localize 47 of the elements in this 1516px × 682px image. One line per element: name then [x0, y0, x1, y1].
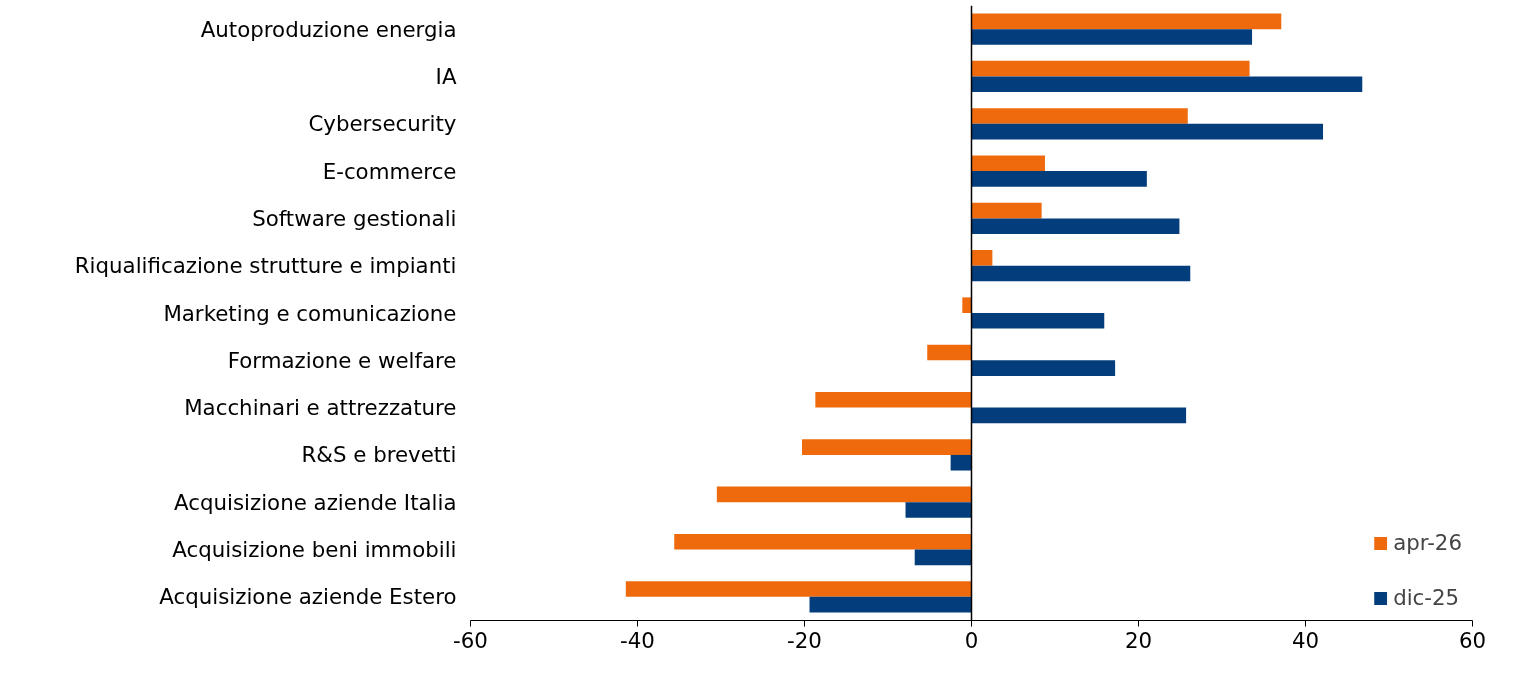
y-tick-label: Marketing e comunicazione	[163, 300, 457, 326]
y-tick-label: Formazione e welfare	[227, 347, 457, 373]
bar	[950, 454, 972, 471]
y-tick-label: Acquisizione aziende Estero	[159, 584, 457, 610]
y-tick-label: Macchinari e attrezzature	[184, 395, 457, 421]
bar	[674, 533, 972, 550]
bar	[971, 76, 1363, 93]
bar	[971, 250, 993, 266]
legend-label: apr-26	[1393, 530, 1462, 555]
y-tick-label: E-commerce	[322, 158, 457, 184]
y-tick-label: Software gestionali	[252, 205, 457, 231]
bar	[971, 29, 1253, 45]
bar	[809, 596, 972, 613]
bar	[716, 486, 972, 503]
y-tick-label: Riqualificazione strutture e impianti	[74, 253, 457, 279]
bar	[971, 123, 1324, 140]
x-tick-label: -60	[453, 627, 488, 653]
bar	[971, 202, 1042, 219]
bar	[971, 13, 1282, 30]
x-tick-label: 0	[964, 627, 979, 653]
bar	[971, 171, 1147, 187]
x-tick-label: -20	[787, 627, 822, 653]
y-tick-label: R&S e brevetti	[301, 442, 457, 468]
x-tick-label: 40	[1291, 627, 1320, 653]
x-tick-label: 20	[1124, 627, 1153, 653]
y-tick-label: Cybersecurity	[308, 111, 457, 137]
y-tick-label: Acquisizione aziende Italia	[174, 489, 457, 515]
legend-label: dic-25	[1393, 585, 1460, 610]
bar	[801, 439, 972, 455]
x-tick-label: 60	[1458, 627, 1487, 653]
bar	[905, 502, 972, 518]
bar	[971, 108, 1188, 124]
bar	[971, 265, 1191, 282]
bar	[914, 549, 972, 566]
bar	[625, 581, 972, 597]
bar	[971, 360, 1116, 376]
bar	[927, 344, 972, 361]
bar	[971, 407, 1187, 424]
bar	[971, 313, 1105, 329]
y-tick-label: IA	[435, 63, 457, 89]
bar	[971, 218, 1180, 234]
x-tick-label: -40	[620, 627, 655, 653]
y-tick-label: Autoproduzione energia	[200, 16, 457, 42]
bar	[971, 60, 1250, 77]
bar	[815, 392, 972, 408]
bar	[971, 155, 1045, 172]
y-tick-label: Acquisizione beni immobili	[172, 537, 457, 563]
